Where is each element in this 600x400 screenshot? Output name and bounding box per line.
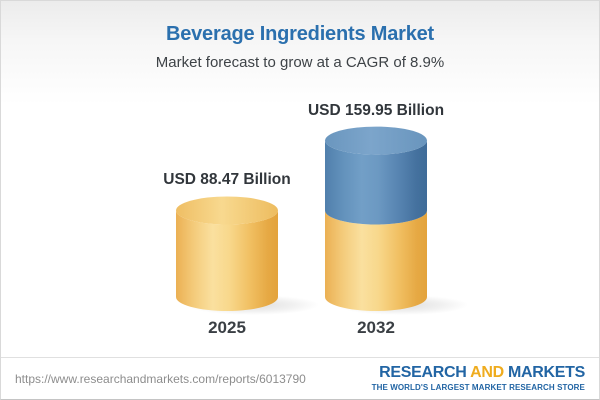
bar-value-label: USD 159.95 Billion [307, 101, 445, 119]
brand-tagline: THE WORLD'S LARGEST MARKET RESEARCH STOR… [371, 382, 585, 392]
logo-markets: MARKETS [507, 363, 585, 381]
brand-logo-wordmark: RESEARCH AND MARKETS [372, 363, 585, 382]
cylinder-cap [176, 196, 278, 225]
cylinder-segment [325, 210, 427, 311]
bar-year-label: 2025 [208, 318, 246, 337]
footer: https://www.researchandmarkets.com/repor… [1, 357, 599, 399]
cylinder-segment [176, 210, 278, 311]
market-chart [176, 126, 468, 315]
report-url: https://www.researchandmarkets.com/repor… [15, 371, 306, 386]
bar-value-label: USD 88.47 Billion [163, 171, 291, 189]
logo-and: AND [470, 363, 504, 381]
bar-year-label: 2032 [357, 318, 395, 337]
cylinder-cap [325, 126, 427, 155]
page-title: Beverage Ingredients Market [165, 23, 435, 45]
logo-research: RESEARCH [379, 363, 467, 381]
page-subtitle: Market forecast to grow at a CAGR of 8.9… [155, 54, 445, 71]
brand-logo: RESEARCH AND MARKETS THE WORLD'S LARGEST… [371, 363, 586, 392]
cylinder-segment [325, 140, 427, 225]
